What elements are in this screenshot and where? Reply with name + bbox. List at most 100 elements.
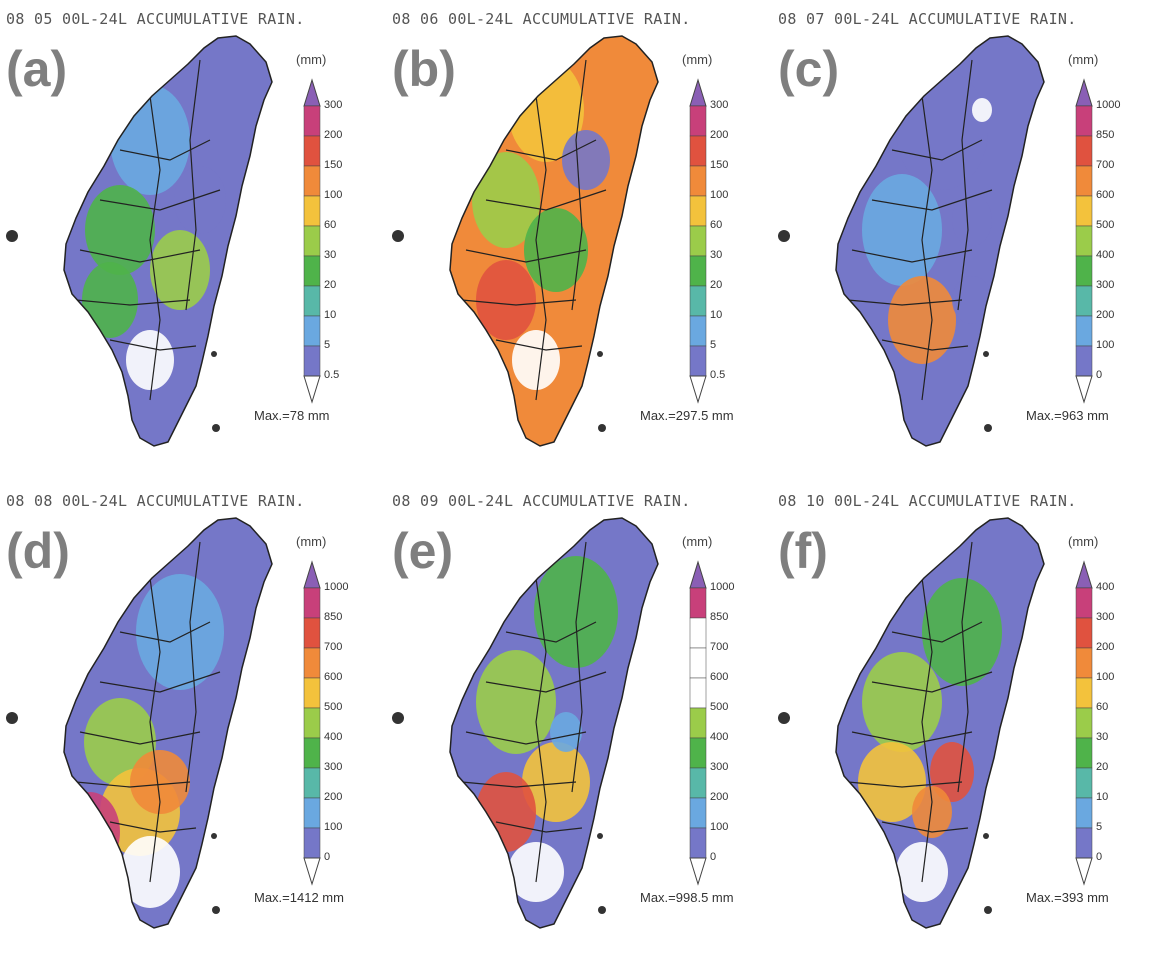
colorbar-segment (689, 255, 707, 287)
rainfall-panel-d: 08 08 00L-24L ACCUMULATIVE RAIN. (d) (mm) 1… (0, 482, 385, 964)
rainfall-panel-b: 08 06 00L-24L ACCUMULATIVE RAIN. (b) (mm) 3… (386, 0, 771, 482)
rain-area (862, 174, 942, 286)
colorbar-segment (1075, 195, 1093, 227)
colorbar-bottom-arrow (689, 375, 707, 404)
colorbar-segment (1075, 587, 1093, 619)
colorbar-tick-label: 400 (1096, 249, 1115, 261)
county-border (79, 249, 201, 263)
county-border (461, 299, 577, 306)
colorbar-segment (303, 587, 321, 619)
colorbar-tick-label: 100 (1096, 671, 1115, 683)
colorbar-tick-label: 1000 (324, 581, 349, 593)
offshore-island (984, 906, 992, 914)
colorbar-segment (1075, 315, 1093, 347)
colorbar-segment (303, 285, 321, 317)
colorbar-tick-label: 400 (324, 731, 343, 743)
rain-area (476, 650, 556, 754)
county-border (891, 621, 983, 643)
colorbar-segment (689, 165, 707, 197)
colorbar-tick-label: 400 (1096, 581, 1115, 593)
offshore-island (212, 424, 220, 432)
county-border (957, 541, 973, 793)
max-rainfall-label: Max.=393 mm (1026, 890, 1109, 905)
county-border (881, 821, 969, 833)
coastline (449, 517, 659, 929)
panel-label: (e) (392, 523, 454, 579)
max-rainfall-label: Max.=78 mm (254, 408, 330, 423)
colorbar-unit: (mm) (682, 534, 713, 549)
colorbar (1075, 78, 1093, 404)
colorbar-segment (1075, 285, 1093, 317)
county-border (465, 731, 587, 745)
county-border (149, 95, 161, 401)
colorbar-segment (303, 617, 321, 649)
panel-title: 08 10 00L-24L ACCUMULATIVE RAIN. (778, 492, 1077, 510)
colorbar-tick-label: 300 (324, 761, 343, 773)
panel-label: (b) (392, 41, 456, 97)
colorbar (303, 78, 321, 404)
taiwan-rainfall-map (778, 517, 1045, 929)
offshore-island (392, 712, 404, 724)
colorbar-tick-label: 500 (324, 701, 343, 713)
colorbar-tick-label: 10 (1096, 791, 1109, 803)
colorbar-tick-label: 200 (324, 129, 343, 141)
colorbar-segment (303, 345, 321, 377)
colorbar-tick-label: 60 (1096, 701, 1109, 713)
colorbar-tick-label: 600 (710, 671, 729, 683)
rain-area (896, 70, 988, 190)
colorbar-tick-label: 400 (710, 731, 729, 743)
colorbar-top-arrow (1075, 560, 1093, 589)
colorbar-segment (303, 707, 321, 739)
coastline (449, 35, 659, 447)
colorbar-segment (303, 105, 321, 137)
coastline (63, 517, 273, 929)
colorbar-tick-label: 60 (710, 219, 723, 231)
county-border (535, 95, 547, 401)
colorbar-segment (689, 135, 707, 167)
offshore-island (983, 833, 989, 839)
max-rainfall-label: Max.=963 mm (1026, 408, 1109, 423)
colorbar-bottom-arrow (303, 857, 321, 886)
colorbar-tick-label: 700 (710, 641, 729, 653)
county-border (851, 731, 973, 745)
colorbar-segment (303, 767, 321, 799)
colorbar-segment (303, 255, 321, 287)
colorbar-tick-label: 100 (710, 821, 729, 833)
rain-area (534, 556, 618, 668)
colorbar-tick-label: 0.5 (710, 369, 726, 381)
rain-area (524, 208, 588, 292)
colorbar-segment (1075, 135, 1093, 167)
county-border (571, 59, 587, 311)
panel-label: (d) (6, 523, 70, 579)
colorbar-tick-label: 600 (1096, 189, 1115, 201)
colorbar-tick-label: 600 (324, 671, 343, 683)
colorbar-tick-label: 20 (324, 279, 337, 291)
colorbar-tick-label: 300 (710, 99, 729, 111)
offshore-island (778, 230, 790, 242)
colorbar-tick-label: 700 (1096, 159, 1115, 171)
panel-title: 08 06 00L-24L ACCUMULATIVE RAIN. (392, 10, 691, 28)
county-border (109, 821, 197, 833)
colorbar-unit: (mm) (296, 52, 327, 67)
colorbar-segment (303, 737, 321, 769)
taiwan-rainfall-map (6, 517, 273, 929)
max-rainfall-label: Max.=1412 mm (254, 890, 344, 905)
colorbar-segment (303, 827, 321, 859)
coastline (835, 35, 1045, 447)
rain-area (64, 792, 120, 872)
colorbar-segment (1075, 707, 1093, 739)
rain-area (85, 185, 155, 275)
colorbar (689, 560, 707, 886)
colorbar-tick-label: 150 (710, 159, 729, 171)
county-border (871, 671, 993, 693)
county-border (461, 781, 577, 788)
colorbar-tick-label: 700 (324, 641, 343, 653)
offshore-island (211, 351, 217, 357)
offshore-island (6, 712, 18, 724)
rain-area (952, 276, 992, 324)
panel-title: 08 05 00L-24L ACCUMULATIVE RAIN. (6, 10, 305, 28)
county-border (505, 621, 597, 643)
rain-area (472, 152, 540, 248)
colorbar-top-arrow (689, 78, 707, 107)
colorbar-tick-label: 500 (1096, 219, 1115, 231)
